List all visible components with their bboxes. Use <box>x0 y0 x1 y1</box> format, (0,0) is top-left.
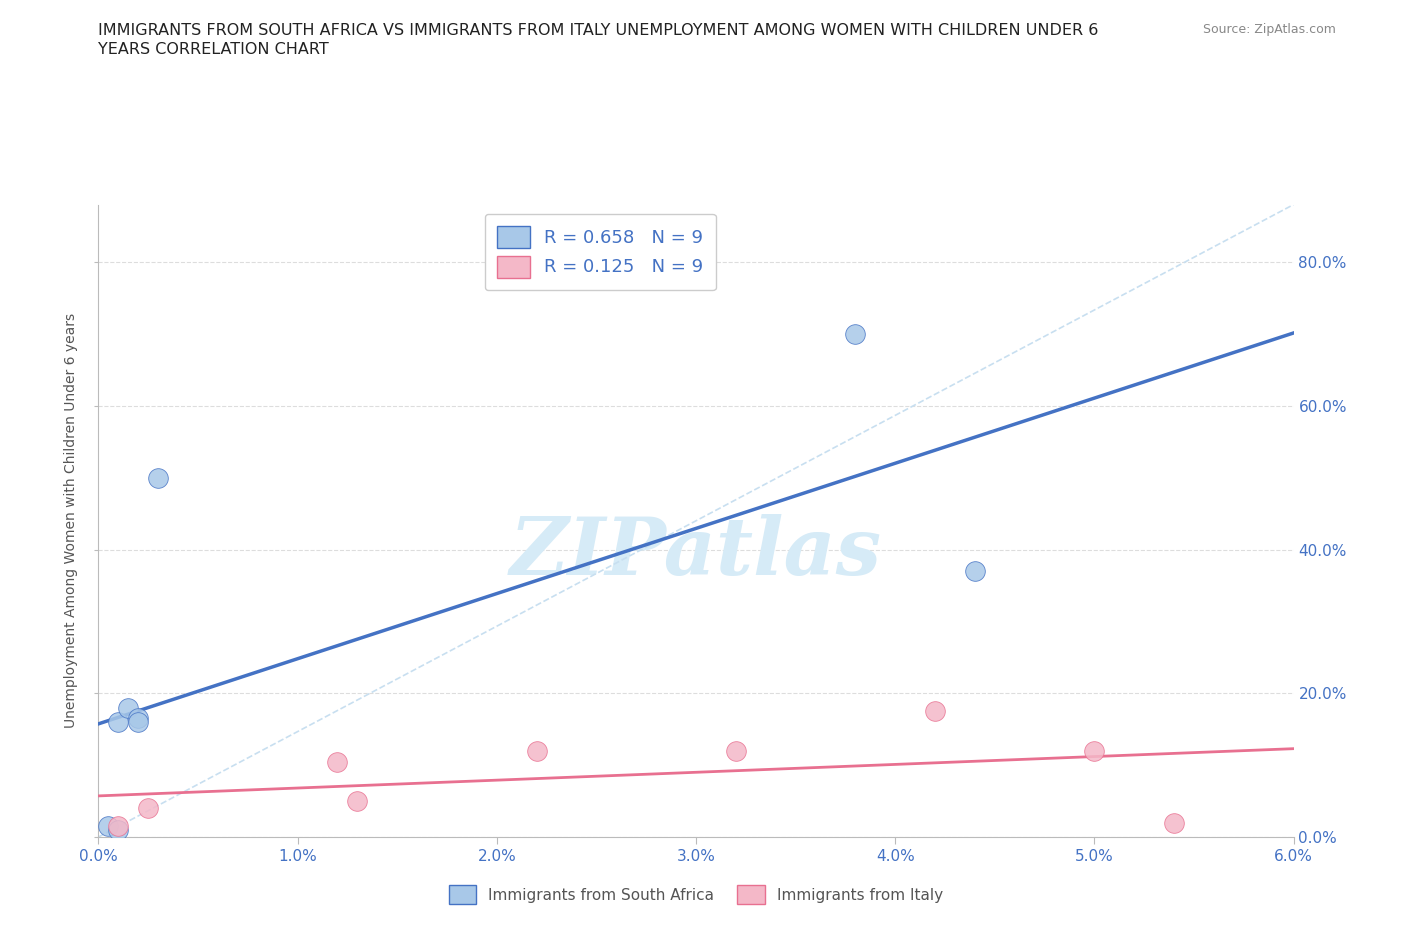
Point <box>1083 743 1105 758</box>
Point <box>107 818 129 833</box>
Text: YEARS CORRELATION CHART: YEARS CORRELATION CHART <box>98 42 329 57</box>
Point <box>724 743 747 758</box>
Point <box>924 704 946 719</box>
Point <box>526 743 548 758</box>
Text: IMMIGRANTS FROM SOUTH AFRICA VS IMMIGRANTS FROM ITALY UNEMPLOYMENT AMONG WOMEN W: IMMIGRANTS FROM SOUTH AFRICA VS IMMIGRAN… <box>98 23 1099 38</box>
Text: ZIPatlas: ZIPatlas <box>510 513 882 591</box>
Point <box>107 822 129 837</box>
Y-axis label: Unemployment Among Women with Children Under 6 years: Unemployment Among Women with Children U… <box>65 313 79 728</box>
Point <box>1163 816 1185 830</box>
Point <box>346 793 368 808</box>
Point <box>127 714 149 729</box>
Point <box>326 754 349 769</box>
Point <box>117 700 139 715</box>
Point <box>127 711 149 726</box>
Text: Source: ZipAtlas.com: Source: ZipAtlas.com <box>1202 23 1336 36</box>
Point <box>97 818 120 833</box>
Legend: Immigrants from South Africa, Immigrants from Italy: Immigrants from South Africa, Immigrants… <box>441 878 950 911</box>
Point <box>963 564 986 578</box>
Point <box>107 714 129 729</box>
Point <box>136 801 159 816</box>
Point <box>148 471 170 485</box>
Point <box>844 326 866 341</box>
